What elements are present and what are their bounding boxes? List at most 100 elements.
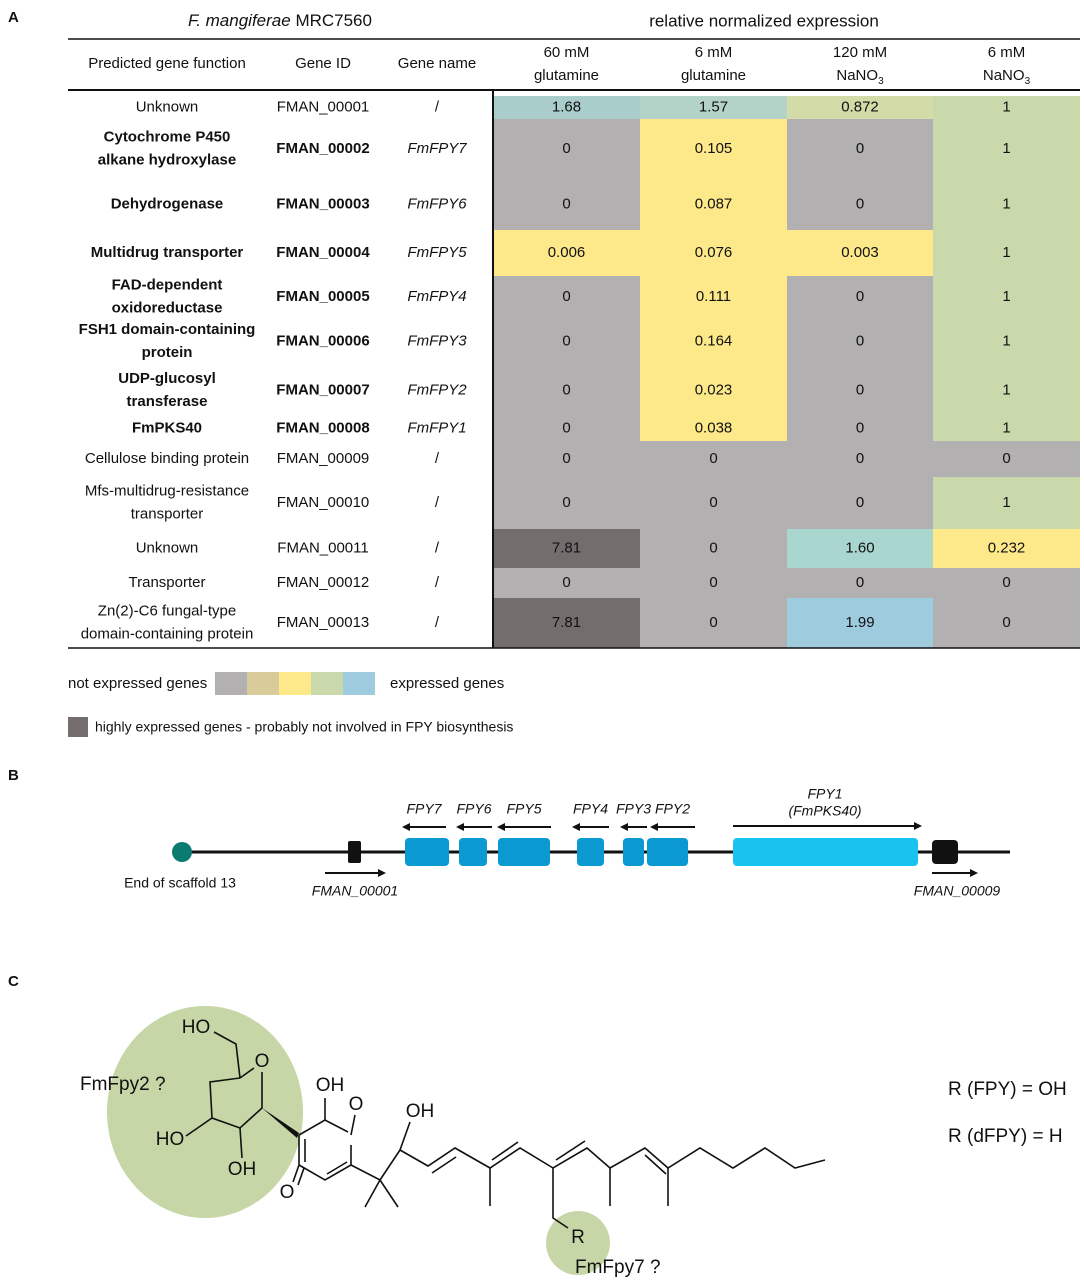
bond: [644, 1154, 667, 1175]
gene-function: transferase: [127, 393, 208, 410]
bond: [326, 1161, 348, 1175]
cell-value: 0: [562, 574, 570, 591]
cell: [787, 477, 933, 529]
atom-label: HO: [156, 1129, 185, 1150]
cell: [933, 179, 1080, 230]
arrowhead: [456, 823, 464, 831]
arrowhead: [650, 823, 658, 831]
legend-label: highly expressed genes - probably not in…: [95, 719, 513, 735]
bond: [350, 1114, 356, 1136]
gene-name: FmFPY3: [407, 332, 467, 349]
cell-value: 0.003: [841, 244, 879, 261]
gene-box: [405, 838, 449, 866]
legend-swatch: [68, 717, 88, 737]
cell: [493, 477, 640, 529]
subscript: 3: [1025, 76, 1031, 87]
bond: [239, 1127, 243, 1159]
legend-swatch: [215, 672, 247, 695]
panel-label: A: [8, 9, 19, 26]
column-header: Gene name: [398, 55, 476, 72]
cell: [640, 230, 787, 276]
cell-value: 0: [562, 381, 570, 398]
cell: [933, 276, 1080, 318]
gene-label: FMAN_00009: [914, 883, 1001, 899]
header-part: NaNO: [983, 67, 1025, 84]
cell-value: 0: [856, 574, 864, 591]
arrowhead: [378, 869, 386, 877]
gene-function: Cytochrome P450: [104, 128, 231, 145]
structure: FmFpy2 ? FmFpy7 ? R (FPY) = OH R (dFPY) …: [80, 1006, 1067, 1278]
atom-label: OH: [406, 1101, 435, 1122]
gene-name: FmFPY1: [407, 419, 466, 436]
subscript: 3: [878, 76, 884, 87]
cell-value: 0: [856, 419, 864, 436]
gene-label: FPY4: [573, 801, 608, 817]
column-header: 6 mM: [695, 44, 733, 61]
cell-value: 1: [1002, 98, 1010, 115]
cell: [933, 598, 1080, 648]
gene-box: [348, 841, 361, 863]
cell: [787, 416, 933, 441]
cell: [787, 365, 933, 416]
gene-label: FMAN_00001: [312, 883, 398, 899]
cell-value: 1: [1002, 244, 1010, 261]
gene-name: /: [435, 450, 440, 467]
cell-value: 7.81: [552, 614, 581, 631]
legend-scale: [215, 672, 375, 695]
gene-name: FmFPY6: [407, 195, 467, 212]
panel-label: B: [8, 767, 19, 784]
cell-value: 0: [562, 494, 570, 511]
cell: [640, 119, 787, 179]
cell-value: 0: [562, 332, 570, 349]
cell: [493, 365, 640, 416]
cell-value: 0.111: [696, 288, 731, 305]
gene-function: protein: [142, 344, 193, 361]
bond: [292, 1164, 300, 1183]
cell-value: 0.232: [988, 539, 1026, 556]
cell-value: 0: [562, 195, 570, 212]
enzyme-label: FmFpy2 ?: [80, 1074, 166, 1095]
cell: [640, 365, 787, 416]
gene-id: FMAN_00002: [276, 140, 369, 157]
cell-value: 0: [856, 381, 864, 398]
enzyme-highlight: [546, 1211, 610, 1275]
header-part: glutamine: [681, 67, 746, 84]
scaffold-label: End of scaffold 13: [124, 875, 236, 891]
bond: [298, 1119, 349, 1136]
column-header: NaNO3: [983, 67, 1031, 87]
gene-id: FMAN_00010: [277, 494, 370, 511]
gene-name: FmFPY5: [407, 244, 467, 261]
gene-name: /: [435, 98, 440, 115]
cell: [787, 96, 933, 119]
cell-value: 0: [856, 288, 864, 305]
cell-value: 1: [1002, 332, 1010, 349]
arrowhead: [970, 869, 978, 877]
bond: [431, 1156, 457, 1174]
gene-id: FMAN_00006: [276, 332, 369, 349]
cell-value: 0: [856, 140, 864, 157]
cell: [787, 598, 933, 648]
column-header: Predicted gene function: [88, 55, 246, 72]
r-definition: R (dFPY) = H: [948, 1126, 1063, 1147]
column-header: NaNO3: [836, 67, 884, 87]
gene-box: [498, 838, 550, 866]
cell: [493, 529, 640, 568]
cell: [640, 318, 787, 365]
bond: [491, 1141, 519, 1161]
cell: [933, 365, 1080, 416]
table-body: 1.68 1.57 0.872 1 Unknown FMAN_00001 / 0 0.105 0 1…: [79, 96, 1080, 648]
cell-value: 1: [1002, 288, 1010, 305]
cell-value: 0: [562, 419, 570, 436]
cell: [493, 441, 640, 477]
cell: [787, 318, 933, 365]
bond: [350, 1147, 826, 1182]
cell-value: 0: [709, 539, 717, 556]
gene-id: FMAN_00012: [277, 574, 370, 591]
atom-label: OH: [228, 1159, 257, 1180]
bond: [185, 1117, 213, 1137]
cell: [640, 96, 787, 119]
legend-label: expressed genes: [390, 675, 504, 692]
cell-value: 0: [709, 494, 717, 511]
gene-function: alkane hydroxylase: [98, 151, 236, 168]
